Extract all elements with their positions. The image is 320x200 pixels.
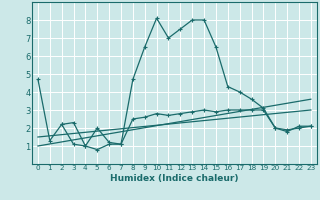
X-axis label: Humidex (Indice chaleur): Humidex (Indice chaleur) [110, 174, 239, 183]
